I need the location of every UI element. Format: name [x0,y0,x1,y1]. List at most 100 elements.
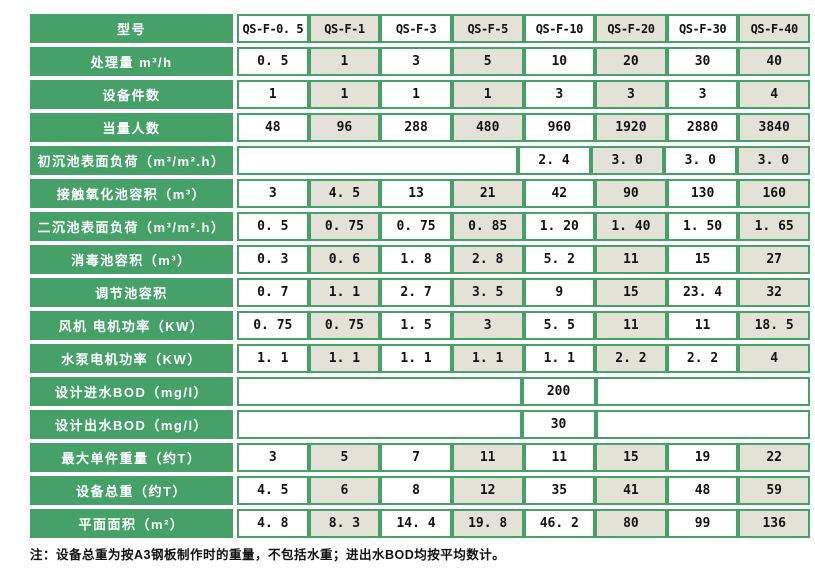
row-data: 3 4. 5 13 21 42 90 130 160 [237,179,810,208]
data-cell-merged [595,410,810,439]
data-cell: 0. 75 [308,212,381,241]
data-cell: 200 [521,377,596,406]
row-oxidation-tank-volume: 接触氧化池容积（m³） 3 4. 5 13 21 42 90 130 160 [30,179,810,208]
data-cell: 90 [595,179,667,208]
row-equivalent-population: 当量人数 48 96 288 480 960 1920 2880 3840 [30,113,810,142]
model-header-cell: QS-F-30 [666,14,739,43]
data-cell: 48 [666,476,739,505]
row-label: 平面面积（m²） [30,509,233,538]
row-label: 最大单件重量（约T） [30,443,233,472]
data-cell: 42 [523,179,596,208]
data-cell: 4. 5 [308,179,381,208]
data-cell: 41 [595,476,667,505]
row-total-weight: 设备总重（约T） 4. 5 6 8 12 35 41 48 59 [30,476,810,505]
row-label: 风机 电机功率（KW） [30,311,233,340]
data-cell: 1. 65 [738,212,810,241]
data-cell: 19. 8 [451,509,524,538]
data-cell: 288 [380,113,452,142]
data-cell: 35 [523,476,596,505]
data-cell: 0. 6 [308,245,381,274]
data-cell: 1 [237,80,309,109]
row-data: 0. 75 0. 75 1. 5 3 5. 5 11 11 18. 5 [237,311,810,340]
model-header-cell: QS-F-3 [380,14,452,43]
row-label: 处理量 m³/h [30,47,233,76]
data-cell: 0. 3 [237,245,309,274]
data-cell: 1 [380,80,452,109]
data-cell: 0. 75 [380,212,452,241]
data-cell: 130 [666,179,739,208]
data-cell: 23. 4 [666,278,739,307]
data-cell: 2. 2 [666,344,739,373]
row-label: 接触氧化池容积（m³） [30,179,233,208]
data-cell: 1920 [595,113,667,142]
data-cell: 48 [237,113,309,142]
data-cell: 3 [595,80,667,109]
row-model: 型号 QS-F-0. 5 QS-F-1 QS-F-3 QS-F-5 QS-F-1… [30,14,810,43]
data-cell: 2. 7 [380,278,452,307]
data-cell: 20 [595,47,667,76]
row-floor-area: 平面面积（m²） 4. 8 8. 3 14. 4 19. 8 46. 2 80 … [30,509,810,538]
data-cell: 6 [308,476,381,505]
data-cell: 1. 1 [308,278,381,307]
row-label: 设备件数 [30,80,233,109]
data-cell: 7 [380,443,452,472]
data-cell: 1. 1 [523,344,596,373]
row-data: 200 [237,377,810,406]
data-cell: 11 [595,311,667,340]
data-cell: 1. 1 [308,344,381,373]
data-cell: 5 [451,47,524,76]
model-header-cell: QS-F-5 [451,14,524,43]
data-cell: 46. 2 [523,509,596,538]
data-cell: 8. 3 [308,509,381,538]
data-cell: 27 [738,245,810,274]
data-cell: 4. 8 [237,509,309,538]
row-data: 0. 3 0. 6 1. 8 2. 8 5. 2 11 15 27 [237,245,810,274]
row-label: 型号 [30,14,233,43]
data-cell: 40 [738,47,810,76]
data-cell: 80 [595,509,667,538]
data-cell: 11 [666,311,739,340]
data-cell: 160 [738,179,810,208]
model-header-cell: QS-F-40 [738,14,810,43]
row-label: 初沉池表面负荷（m³/m².h） [30,146,233,175]
data-cell: 1. 40 [595,212,667,241]
data-cell: 3. 0 [663,146,737,175]
data-cell: 12 [451,476,524,505]
data-cell-merged [237,410,522,439]
row-unit-count: 设备件数 1 1 1 1 3 3 3 4 [30,80,810,109]
data-cell: 0. 75 [237,311,309,340]
data-cell: 4 [738,80,810,109]
data-cell: 2880 [666,113,739,142]
data-cell: 136 [738,509,810,538]
data-cell: 9 [523,278,596,307]
row-data: 0. 5 0. 75 0. 75 0. 85 1. 20 1. 40 1. 50… [237,212,810,241]
data-cell: 5. 5 [523,311,596,340]
data-cell: 5 [308,443,381,472]
row-label: 设计出水BOD（mg/l） [30,410,233,439]
row-data: 48 96 288 480 960 1920 2880 3840 [237,113,810,142]
data-cell: 3 [380,47,452,76]
data-cell: 3 [237,443,309,472]
data-cell: 32 [738,278,810,307]
data-cell: 3840 [738,113,810,142]
row-max-single-weight: 最大单件重量（约T） 3 5 7 11 11 15 19 22 [30,443,810,472]
data-cell: 3 [523,80,596,109]
data-cell: 11 [595,245,667,274]
data-cell: 1. 8 [380,245,452,274]
data-cell: 0. 85 [451,212,524,241]
data-cell: 1. 20 [523,212,596,241]
row-data: 30 [237,410,810,439]
data-cell: 5. 2 [523,245,596,274]
row-data: 0. 5 1 3 5 10 20 30 40 [237,47,810,76]
data-cell: 11 [523,443,596,472]
model-header-cell: QS-F-1 [308,14,381,43]
row-label: 设计进水BOD（mg/l） [30,377,233,406]
data-cell: 3 [237,179,309,208]
data-cell: 3. 0 [736,146,810,175]
data-cell: 2. 4 [517,146,591,175]
row-data: 1. 1 1. 1 1. 1 1. 1 1. 1 2. 2 2. 2 4 [237,344,810,373]
row-data: 4. 5 6 8 12 35 41 48 59 [237,476,810,505]
data-cell: 30 [521,410,596,439]
data-cell-merged [237,377,522,406]
data-cell: 59 [738,476,810,505]
